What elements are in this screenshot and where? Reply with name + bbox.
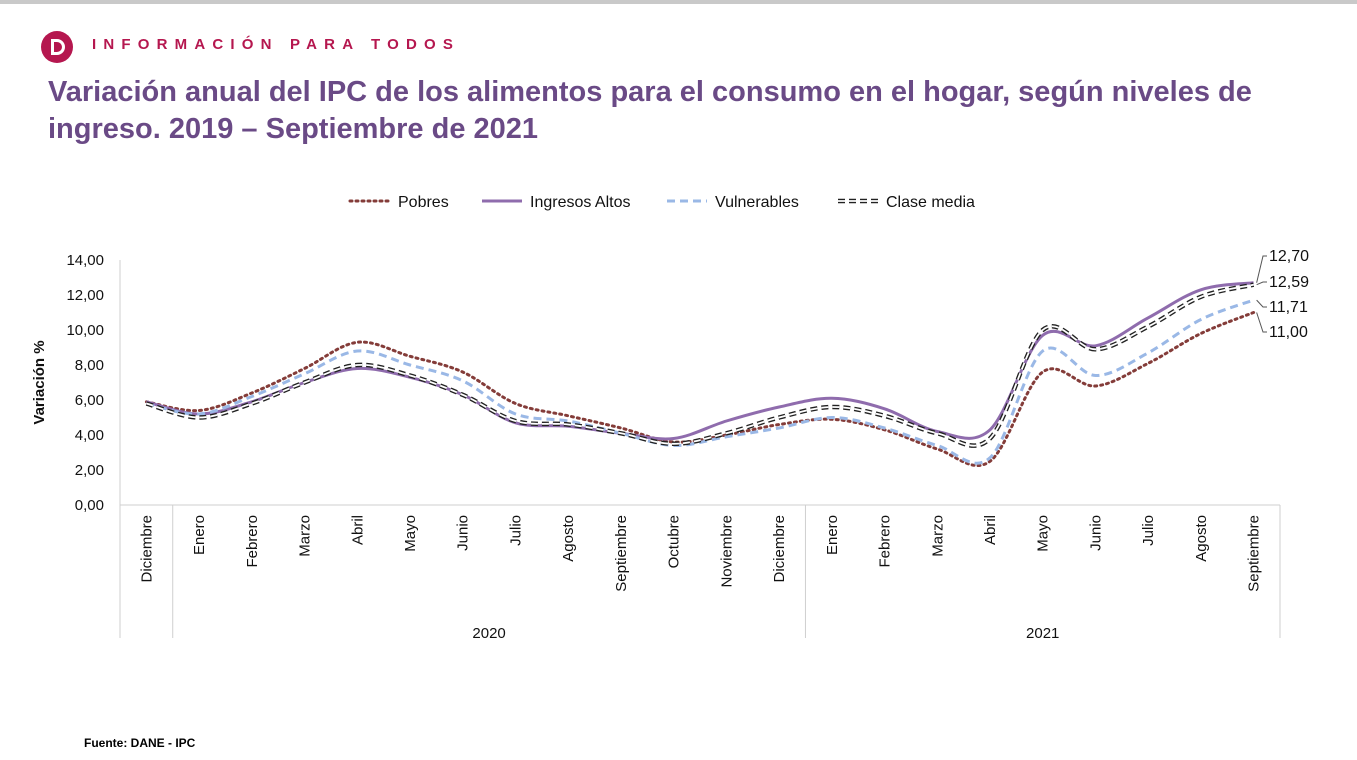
x-tick-label: Julio bbox=[507, 515, 524, 546]
source-note: Fuente: DANE - IPC bbox=[84, 736, 196, 750]
x-tick-label: Agosto bbox=[560, 515, 577, 562]
page-title: Variación anual del IPC de los alimentos… bbox=[48, 76, 1252, 145]
x-tick-label: Septiembre bbox=[1246, 515, 1263, 592]
x-tick-label: Junio bbox=[1087, 515, 1104, 551]
year-group-label: 2020 bbox=[472, 625, 505, 642]
end-value-label: 11,00 bbox=[1269, 324, 1308, 341]
legend-label-vulnerables: Vulnerables bbox=[715, 194, 799, 211]
end-label-leader bbox=[1256, 299, 1267, 308]
x-tick-label: Diciembre bbox=[138, 515, 155, 583]
chart-legend: Pobres Ingresos Altos Vulnerables Clase med… bbox=[348, 194, 975, 211]
end-value-label: 12,59 bbox=[1269, 274, 1309, 291]
x-tick-label: Mayo bbox=[402, 515, 419, 552]
y-tick-label: 6,00 bbox=[75, 392, 104, 409]
x-tick-label: Agosto bbox=[1193, 515, 1210, 562]
end-label-leader bbox=[1256, 312, 1267, 333]
top-border bbox=[0, 0, 1357, 4]
x-tick-label: Abril bbox=[349, 515, 366, 545]
y-tick-label: 8,00 bbox=[75, 357, 104, 374]
end-label-leader bbox=[1256, 281, 1267, 286]
line-chart: Pobres Ingresos Altos Vulnerables Clase med… bbox=[31, 194, 1309, 642]
chart-series bbox=[144, 281, 1256, 468]
x-tick-label: Diciembre bbox=[771, 515, 788, 583]
year-group-label: 2021 bbox=[1026, 625, 1059, 642]
legend-label-ingresos-altos: Ingresos Altos bbox=[530, 194, 631, 211]
dane-logo-icon bbox=[41, 31, 73, 63]
y-tick-label: 4,00 bbox=[75, 427, 104, 444]
y-tick-label: 10,00 bbox=[66, 322, 104, 339]
series-line-clase-media-inner bbox=[146, 283, 1254, 447]
x-tick-label: Febrero bbox=[244, 515, 261, 568]
x-tick-label: Julio bbox=[1140, 515, 1157, 546]
series-line-ingresos-altos bbox=[146, 281, 1254, 441]
y-tick-label: 0,00 bbox=[75, 497, 104, 514]
y-tick-label: 12,00 bbox=[66, 287, 104, 304]
chart-axes: 0,00 2,00 4,00 6,00 8,00 10,00 12,00 14,00 Varia… bbox=[31, 252, 1281, 642]
x-tick-label: Junio bbox=[455, 515, 472, 551]
y-axis-title: Variación % bbox=[31, 340, 48, 424]
x-tick-label: Abril bbox=[982, 515, 999, 545]
y-tick-label: 2,00 bbox=[75, 462, 104, 479]
legend-label-pobres: Pobres bbox=[398, 194, 449, 211]
x-tick-label: Marzo bbox=[929, 515, 946, 557]
x-tick-label: Octubre bbox=[666, 515, 683, 568]
end-value-label: 11,71 bbox=[1269, 299, 1308, 316]
end-value-label: 12,70 bbox=[1269, 248, 1309, 265]
chart-end-labels: 12,70 12,59 11,71 11,00 bbox=[1256, 248, 1309, 341]
x-tick-label: Febrero bbox=[877, 515, 894, 568]
y-tick-label: 14,00 bbox=[66, 252, 104, 269]
x-tick-label: Septiembre bbox=[613, 515, 630, 592]
end-label-leader bbox=[1256, 255, 1267, 283]
x-tick-label: Noviembre bbox=[718, 515, 735, 588]
brand-tagline: INFORMACIÓN PARA TODOS bbox=[92, 36, 461, 53]
x-tick-label: Mayo bbox=[1035, 515, 1052, 552]
legend-label-clase-media: Clase media bbox=[886, 194, 975, 211]
x-tick-label: Marzo bbox=[297, 515, 314, 557]
x-tick-label: Enero bbox=[191, 515, 208, 555]
x-tick-label: Enero bbox=[824, 515, 841, 555]
